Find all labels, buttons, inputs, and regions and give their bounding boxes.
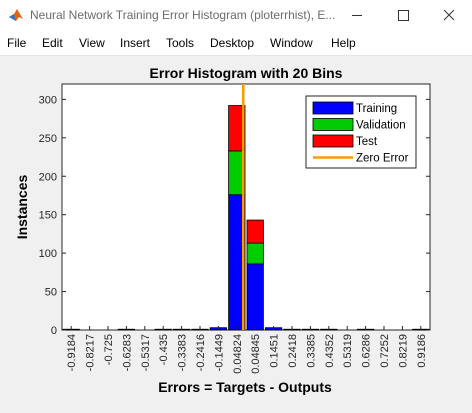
legend: Training Validation Test Zero Error [305,95,417,169]
window-titlebar: Neural Network Training Error Histogram … [0,0,472,31]
bar-training-10 [246,263,264,331]
maximize-icon [398,10,409,21]
x-tick-label-2: -0.725 [103,334,115,365]
y-tick-label-4: 200 [39,171,57,183]
x-tick-label-0: -0.9184 [66,334,78,371]
x-tick-label-6: -0.3383 [177,334,189,371]
x-tick-label-14: 0.4352 [324,334,336,368]
x-tick-label-11: 0.1451 [269,334,281,368]
y-tick-label-3: 150 [39,210,57,222]
x-tick-label-10: 0.04845 [250,334,262,374]
x-tick-label-5: -0.435 [158,334,170,365]
y-tick-label-6: 300 [39,94,57,106]
menu-file[interactable]: File [7,36,27,50]
legend-label-1: Validation [356,120,406,132]
y-axis: 0 50 100 150 200 250 300 [39,94,430,337]
y-tick-label-5: 250 [39,133,57,145]
x-tick-label-12: 0.2418 [287,334,299,368]
menu-desktop[interactable]: Desktop [210,36,255,50]
y-tick-label-1: 50 [45,287,57,299]
y-tick-label-0: 0 [51,325,57,337]
legend-label-3: Zero Error [356,153,409,165]
y-axis-label: Instances [14,174,30,239]
window-title: Neural Network Training Error Histogram … [30,8,336,22]
minimize-button[interactable] [334,0,380,31]
menu-help[interactable]: Help [331,36,356,50]
close-button[interactable] [426,0,472,31]
y-tick-label-2: 100 [39,248,57,260]
x-tick-label-8: -0.1449 [213,334,225,371]
menu-edit[interactable]: Edit [42,36,63,50]
matlab-logo-icon [9,9,23,21]
menu-view[interactable]: View [79,36,105,50]
legend-swatch-training [312,101,354,115]
x-axis: -0.9184 -0.8217 -0.725 -0.6283 -0.5317 -0.435… [66,326,428,374]
x-tick-label-3: -0.6283 [121,334,133,371]
x-tick-label-4: -0.5317 [140,334,152,371]
legend-label-0: Training [356,103,397,115]
x-tick-label-7: -0.2416 [195,334,207,371]
bar-test-10 [246,219,264,244]
chart-title: Error Histogram with 20 Bins [150,65,343,81]
x-tick-label-9: 0.04824 [232,334,244,374]
x-tick-label-18: 0.8219 [397,334,409,368]
x-tick-label-16: 0.6286 [361,334,373,368]
menu-insert[interactable]: Insert [120,36,151,50]
minimize-icon [352,15,362,16]
x-tick-label-13: 0.3385 [305,334,317,368]
x-tick-label-17: 0.7252 [379,334,391,368]
maximize-button[interactable] [380,0,426,31]
legend-swatch-test [312,134,354,148]
legend-label-2: Test [356,136,378,148]
legend-swatch-validation [312,118,354,131]
x-tick-label-15: 0.5319 [342,334,354,368]
bar-validation-10 [246,242,264,265]
x-axis-label: Errors = Targets - Outputs [158,379,332,395]
x-tick-label-1: -0.8217 [85,334,97,371]
bar-test-9 [228,105,246,152]
menu-window[interactable]: Window [270,36,313,50]
menu-bar: File Edit View Insert Tools Desktop Wind… [0,31,472,74]
menu-tools[interactable]: Tools [166,36,195,50]
x-tick-label-19: 0.9186 [416,334,428,368]
close-icon [443,9,455,21]
